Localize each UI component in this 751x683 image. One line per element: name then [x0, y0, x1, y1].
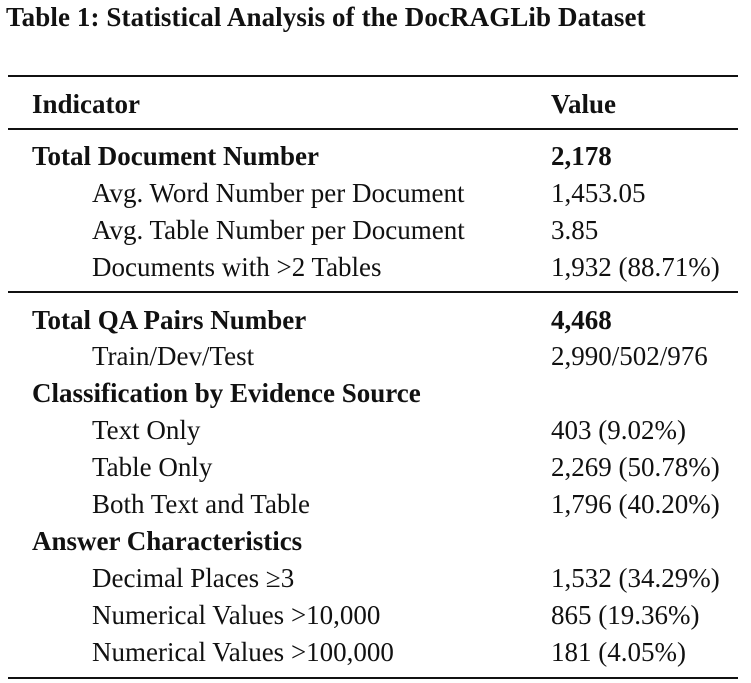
row-indicator: Avg. Word Number per Document: [92, 178, 465, 208]
row-value: 181 (4.05%): [551, 637, 686, 667]
table-row: Avg. Word Number per Document 1,453.05: [0, 175, 751, 211]
row-indicator: Both Text and Table: [92, 489, 310, 519]
header-indicator: Indicator: [32, 89, 140, 119]
row-value: 4,468: [551, 305, 612, 335]
table-row: Total Document Number 2,178: [0, 138, 751, 174]
table-row: Numerical Values >100,000 181 (4.05%): [0, 634, 751, 670]
bottom-rule: [8, 677, 738, 679]
row-value: 1,532 (34.29%): [551, 563, 720, 593]
row-indicator: Table Only: [92, 452, 213, 482]
table-caption: Table 1: Statistical Analysis of the Doc…: [6, 2, 646, 32]
row-indicator: Total Document Number: [32, 141, 319, 171]
table-row: Avg. Table Number per Document 3.85: [0, 212, 751, 248]
table-row: Table Only 2,269 (50.78%): [0, 449, 751, 485]
table-row: Both Text and Table 1,796 (40.20%): [0, 486, 751, 522]
row-indicator: Avg. Table Number per Document: [92, 215, 465, 245]
row-indicator: Text Only: [92, 415, 201, 445]
table-row: Answer Characteristics: [0, 523, 751, 559]
row-indicator: Numerical Values >10,000: [92, 600, 381, 630]
row-indicator: Train/Dev/Test: [92, 341, 255, 371]
table-row: Text Only 403 (9.02%): [0, 412, 751, 448]
row-value: 2,990/502/976: [551, 341, 708, 371]
row-value: 1,796 (40.20%): [551, 489, 720, 519]
row-indicator: Documents with >2 Tables: [92, 252, 382, 282]
header-rule: [8, 128, 738, 130]
top-rule: [8, 75, 738, 77]
row-value: 2,269 (50.78%): [551, 452, 720, 482]
header-value: Value: [551, 89, 617, 119]
table-row: Total QA Pairs Number 4,468: [0, 302, 751, 338]
row-value: 2,178: [551, 141, 612, 171]
row-indicator: Classification by Evidence Source: [32, 378, 421, 408]
table-row: Numerical Values >10,000 865 (19.36%): [0, 597, 751, 633]
row-indicator: Answer Characteristics: [32, 526, 303, 556]
row-indicator: Total QA Pairs Number: [32, 305, 307, 335]
table-row: Decimal Places ≥3 1,532 (34.29%): [0, 560, 751, 596]
section-rule: [8, 291, 738, 293]
table-row: Classification by Evidence Source: [0, 375, 751, 411]
row-indicator: Decimal Places ≥3: [92, 563, 295, 593]
row-indicator: Numerical Values >100,000: [92, 637, 394, 667]
row-value: 403 (9.02%): [551, 415, 686, 445]
row-value: 865 (19.36%): [551, 600, 700, 630]
table-row: Documents with >2 Tables 1,932 (88.71%): [0, 249, 751, 285]
table-header-row: Indicator Value: [0, 86, 751, 122]
row-value: 1,932 (88.71%): [551, 252, 720, 282]
row-value: 3.85: [551, 215, 599, 245]
row-value: 1,453.05: [551, 178, 646, 208]
table-row: Train/Dev/Test 2,990/502/976: [0, 338, 751, 374]
